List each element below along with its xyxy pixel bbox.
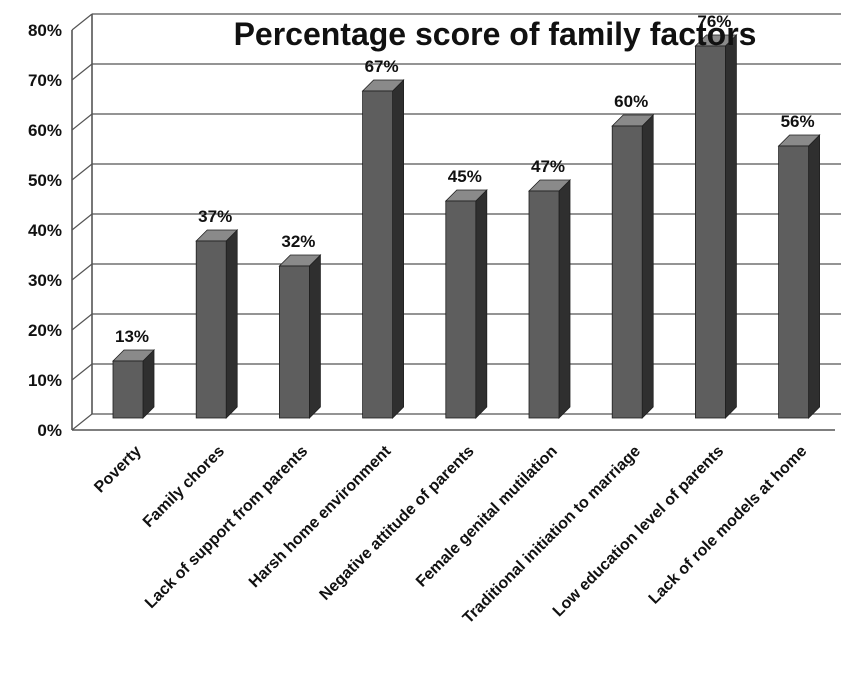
gridline-diagonal xyxy=(71,263,93,281)
bar xyxy=(444,189,488,419)
y-tick-label: 30% xyxy=(28,271,62,290)
y-tick-label: 10% xyxy=(28,371,62,390)
data-label: 45% xyxy=(448,167,482,186)
bar-front xyxy=(362,90,394,419)
bar-side xyxy=(392,79,405,419)
bar xyxy=(278,254,322,419)
gridline-diagonal xyxy=(71,13,93,31)
bar-front xyxy=(278,265,310,419)
y-tick-label: 0% xyxy=(37,421,62,440)
bar xyxy=(694,34,738,419)
data-label: 67% xyxy=(365,57,399,76)
x-tick-label: Female genital mutilation xyxy=(413,443,561,591)
bar xyxy=(528,179,571,419)
bar xyxy=(112,349,155,419)
x-tick-label: Lack of role models at home xyxy=(646,443,811,608)
gridline-diagonal xyxy=(71,113,93,131)
x-tick-label: Poverty xyxy=(91,443,145,497)
data-label: 76% xyxy=(697,12,731,31)
bar-side xyxy=(142,349,155,419)
bar-layer xyxy=(112,34,821,419)
gridline-diagonal xyxy=(71,63,93,81)
y-tick-label: 20% xyxy=(28,321,62,340)
x-tick-label: Low education level of parents xyxy=(550,443,727,620)
chart-title: Percentage score of family factors xyxy=(234,16,757,52)
data-label: 60% xyxy=(614,92,648,111)
gridline-diagonal xyxy=(71,213,93,231)
bar-front xyxy=(112,360,144,419)
x-tick-label: Negative attitude of parents xyxy=(317,443,478,604)
y-tick-label: 80% xyxy=(28,21,62,40)
data-label: 47% xyxy=(531,157,565,176)
bar xyxy=(361,79,405,419)
gridline-diagonal xyxy=(71,163,93,181)
bar-front xyxy=(195,240,227,419)
bar-front xyxy=(528,190,560,419)
bar-side xyxy=(641,114,654,419)
data-label: 37% xyxy=(198,207,232,226)
data-label: 56% xyxy=(781,112,815,131)
y-tick-label: 40% xyxy=(28,221,62,240)
gridline-diagonal xyxy=(71,313,93,331)
x-tick-label: Harsh home environment xyxy=(246,442,395,591)
bar-front xyxy=(445,200,477,419)
gridline-diagonal xyxy=(71,413,93,431)
bar-front xyxy=(611,125,643,419)
bar xyxy=(611,114,655,419)
data-label: 32% xyxy=(281,232,315,251)
bar xyxy=(195,229,239,419)
bar xyxy=(777,134,821,419)
y-tick-label: 50% xyxy=(28,171,62,190)
bar-side xyxy=(725,34,737,419)
bar-side xyxy=(225,229,238,419)
y-tick-label: 70% xyxy=(28,71,62,90)
bar-side xyxy=(558,179,571,419)
bar-front xyxy=(778,145,809,419)
x-tick-label: Family chores xyxy=(140,443,228,531)
bar-side xyxy=(475,189,488,419)
gridline-diagonal xyxy=(71,363,93,381)
x-tick-label: Lack of support from parents xyxy=(142,443,311,612)
bar-front xyxy=(695,45,726,419)
bar-side xyxy=(808,134,820,419)
x-tick-label: Traditional initiation to marriage xyxy=(460,443,644,627)
bar-side xyxy=(308,254,321,419)
data-label: 13% xyxy=(115,327,149,346)
y-tick-label: 60% xyxy=(28,121,62,140)
